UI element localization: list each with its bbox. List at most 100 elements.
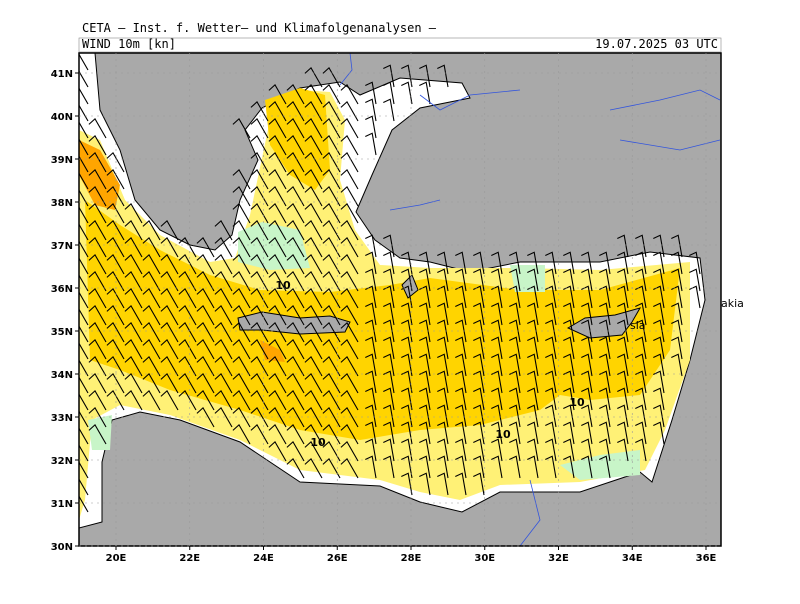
wind-barb bbox=[79, 291, 89, 309]
wind-barb bbox=[88, 203, 107, 224]
wind-barb bbox=[88, 186, 107, 207]
wind-barb bbox=[491, 251, 503, 275]
wind-barb bbox=[250, 152, 269, 173]
wind-barb bbox=[635, 387, 647, 411]
wind-barb bbox=[340, 339, 359, 360]
wind-barb bbox=[196, 339, 215, 360]
wind-barb bbox=[653, 336, 665, 360]
wind-barb bbox=[563, 319, 575, 343]
wind-barb bbox=[473, 353, 485, 377]
wind-barb bbox=[455, 472, 467, 496]
wind-barb bbox=[401, 421, 413, 445]
wind-barb bbox=[250, 271, 269, 292]
wind-barb bbox=[671, 353, 683, 377]
lat-label: 35N bbox=[51, 327, 73, 338]
wind-barb bbox=[473, 285, 485, 309]
contour-label: 10 bbox=[569, 396, 585, 409]
wind-barb bbox=[322, 118, 341, 139]
wind-barb bbox=[545, 370, 557, 394]
lat-label: 36N bbox=[51, 284, 73, 295]
wind-barb bbox=[401, 336, 413, 360]
island-rhodes bbox=[401, 274, 419, 299]
wind-barb bbox=[79, 325, 89, 343]
wind-barb bbox=[635, 438, 647, 462]
wind-barb bbox=[106, 237, 125, 258]
wind-barb bbox=[79, 189, 89, 207]
wind-barb bbox=[545, 336, 557, 360]
wind-barb bbox=[214, 237, 233, 258]
wind-barb bbox=[268, 135, 287, 156]
wind-barb bbox=[304, 169, 323, 190]
wind-barb bbox=[124, 254, 143, 275]
wind-barb bbox=[250, 254, 269, 275]
wind-barb bbox=[527, 404, 539, 428]
lon-label: 24E bbox=[253, 553, 274, 564]
wind-barb bbox=[383, 370, 395, 394]
wind-barb bbox=[365, 268, 377, 292]
wind-barb bbox=[491, 421, 503, 445]
wind-field-calm bbox=[560, 450, 640, 480]
wind-barb bbox=[599, 387, 611, 411]
wind-barb bbox=[383, 421, 395, 445]
wind-barb bbox=[160, 220, 179, 241]
wind-field-calm bbox=[238, 222, 310, 270]
wind-barb bbox=[250, 118, 269, 139]
lat-label: 34N bbox=[51, 370, 73, 381]
wind-barb bbox=[232, 118, 251, 139]
wind-barb bbox=[473, 302, 485, 326]
wind-barb bbox=[322, 271, 341, 292]
wind-barb bbox=[653, 285, 665, 309]
wind-barb bbox=[365, 353, 377, 377]
wind-barb bbox=[455, 268, 467, 292]
wind-barb bbox=[401, 353, 413, 377]
wind-barb bbox=[473, 319, 485, 343]
wind-barb bbox=[509, 387, 521, 411]
wind-barb bbox=[581, 302, 593, 326]
wind-barb bbox=[340, 322, 359, 343]
contour-label: 10 bbox=[495, 428, 511, 441]
wind-barb bbox=[232, 220, 251, 241]
lon-label: 26E bbox=[327, 553, 348, 564]
wind-barb bbox=[322, 356, 341, 377]
lon-label: 32E bbox=[548, 553, 569, 564]
wind-barb bbox=[635, 302, 647, 326]
wind-barb bbox=[88, 390, 107, 411]
wind-barb bbox=[88, 288, 107, 309]
wind-barb bbox=[124, 203, 143, 224]
wind-barb bbox=[304, 101, 323, 122]
wind-barb bbox=[419, 285, 431, 309]
wind-barb bbox=[545, 438, 557, 462]
wind-barb bbox=[563, 421, 575, 445]
wind-barb bbox=[437, 370, 449, 394]
wind-barb bbox=[671, 234, 683, 258]
wind-barb bbox=[322, 390, 341, 411]
wind-barb bbox=[671, 251, 683, 275]
wind-barb bbox=[635, 234, 647, 258]
wind-barb bbox=[322, 288, 341, 309]
wind-barb bbox=[617, 370, 629, 394]
wind-barb bbox=[653, 302, 665, 326]
wind-barb bbox=[322, 441, 341, 462]
wind-barb bbox=[322, 373, 341, 394]
wind-barb bbox=[304, 441, 323, 462]
wind-barb bbox=[232, 186, 251, 207]
wind-barb bbox=[581, 268, 593, 292]
wind-barb bbox=[286, 118, 305, 139]
wind-barb bbox=[88, 339, 107, 360]
lat-label: 30N bbox=[51, 542, 73, 553]
wind-barb bbox=[653, 387, 665, 411]
wind-barb bbox=[365, 302, 377, 326]
wind-barb bbox=[671, 319, 683, 343]
wind-barb bbox=[437, 285, 449, 309]
wind-barb bbox=[635, 353, 647, 377]
wind-barb bbox=[178, 254, 197, 275]
lat-label: 37N bbox=[51, 241, 73, 252]
wind-barb bbox=[437, 421, 449, 445]
wind-barb bbox=[419, 387, 431, 411]
wind-barb bbox=[545, 404, 557, 428]
wind-barb bbox=[250, 305, 269, 326]
wind-barb bbox=[79, 257, 89, 275]
wind-barb bbox=[232, 288, 251, 309]
wind-barb bbox=[340, 237, 359, 258]
wind-barb bbox=[563, 387, 575, 411]
